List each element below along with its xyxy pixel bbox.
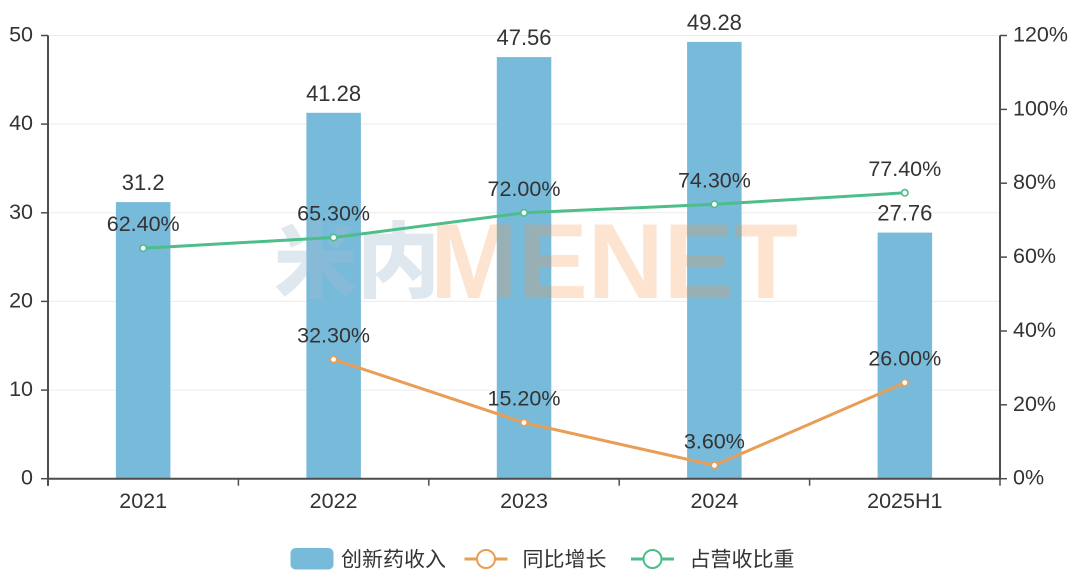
svg-text:27.76: 27.76	[877, 201, 932, 226]
svg-text:20: 20	[9, 288, 33, 312]
svg-text:26.00%: 26.00%	[868, 347, 941, 371]
svg-text:2021: 2021	[119, 489, 167, 513]
svg-text:77.40%: 77.40%	[868, 157, 941, 181]
svg-text:2022: 2022	[310, 489, 358, 513]
svg-text:10: 10	[9, 377, 33, 401]
svg-text:2023: 2023	[500, 489, 548, 513]
svg-text:80%: 80%	[1013, 170, 1056, 194]
svg-text:47.56: 47.56	[496, 25, 551, 50]
svg-text:0%: 0%	[1013, 466, 1044, 490]
svg-text:100%: 100%	[1013, 96, 1068, 120]
svg-text:2025H1: 2025H1	[867, 489, 942, 513]
svg-text:62.40%: 62.40%	[107, 212, 180, 236]
svg-text:32.30%: 32.30%	[297, 323, 370, 347]
svg-text:MENET: MENET	[430, 201, 798, 321]
svg-text:20%: 20%	[1013, 392, 1056, 416]
svg-text:40: 40	[9, 111, 33, 135]
svg-text:30: 30	[9, 200, 33, 224]
svg-text:72.00%: 72.00%	[488, 177, 561, 201]
svg-text:40%: 40%	[1013, 318, 1056, 342]
svg-text:50: 50	[9, 23, 33, 47]
svg-text:31.2: 31.2	[122, 170, 165, 195]
svg-text:60%: 60%	[1013, 244, 1056, 268]
svg-text:74.30%: 74.30%	[678, 168, 751, 192]
svg-text:65.30%: 65.30%	[297, 202, 370, 226]
svg-text:120%: 120%	[1013, 23, 1068, 47]
svg-text:0: 0	[21, 466, 33, 490]
svg-text:2024: 2024	[690, 489, 738, 513]
svg-text:41.28: 41.28	[306, 81, 361, 106]
svg-text:49.28: 49.28	[687, 10, 742, 35]
svg-text:3.60%: 3.60%	[684, 429, 745, 453]
svg-text:15.20%: 15.20%	[488, 387, 561, 411]
